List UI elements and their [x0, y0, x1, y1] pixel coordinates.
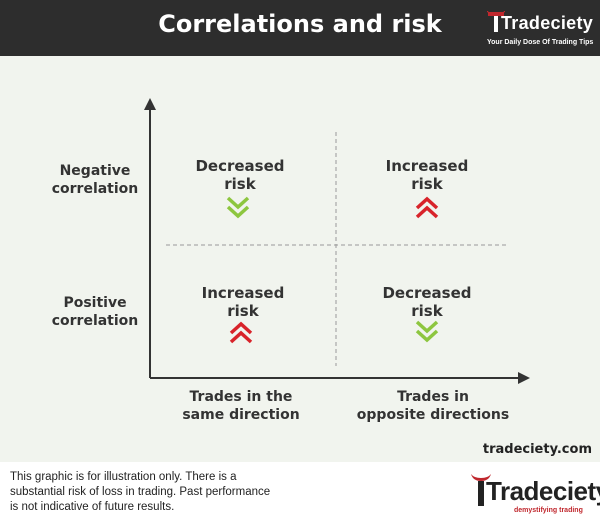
quadrant-diagram: [144, 98, 530, 384]
chevron-double-down-icon: [415, 320, 439, 343]
chevron-double-up-icon: [229, 321, 253, 344]
footer: This graphic is for illustration only. T…: [0, 462, 600, 526]
brand-tagline-bottom: demystifying trading: [514, 507, 583, 514]
quadrant-top-right-label: Increased risk: [385, 157, 469, 193]
diagram-area: Negative correlation Positive correlatio…: [0, 56, 600, 462]
tradeciety-t-icon: [487, 11, 505, 32]
header-bar: Correlations and risk Tradeciety Your Da…: [0, 0, 600, 56]
x-label-same-direction: Trades in the same direction: [182, 389, 300, 423]
bull-horns-t-icon: [471, 474, 491, 506]
brand-logo-top[interactable]: Tradeciety Your Daily Dose Of Trading Ti…: [487, 9, 597, 49]
brand-name-bottom: Tradeciety: [486, 476, 600, 506]
chevron-double-down-icon: [226, 196, 250, 219]
site-url[interactable]: tradeciety.com: [482, 442, 592, 457]
quadrant-top-left-label: Decreased risk: [195, 157, 285, 193]
chevron-double-up-icon: [415, 196, 439, 219]
x-axis-arrow-icon: [518, 372, 530, 384]
disclaimer-text: This graphic is for illustration only. T…: [10, 471, 271, 513]
brand-name-top: Tradeciety: [501, 13, 594, 33]
brand-tagline-top: Your Daily Dose Of Trading Tips: [487, 39, 594, 46]
quadrant-bottom-left-label: Increased risk: [201, 284, 285, 320]
brand-logo-bottom[interactable]: Tradeciety demystifying trading: [470, 472, 600, 520]
quadrant-bottom-right-label: Decreased risk: [382, 284, 472, 320]
y-axis-arrow-icon: [144, 98, 156, 110]
x-label-opposite-directions: Trades in opposite directions: [356, 389, 510, 423]
y-label-positive-correlation: Positive correlation: [51, 295, 139, 329]
y-label-negative-correlation: Negative correlation: [51, 163, 139, 197]
page-title: Correlations and risk: [158, 10, 442, 38]
